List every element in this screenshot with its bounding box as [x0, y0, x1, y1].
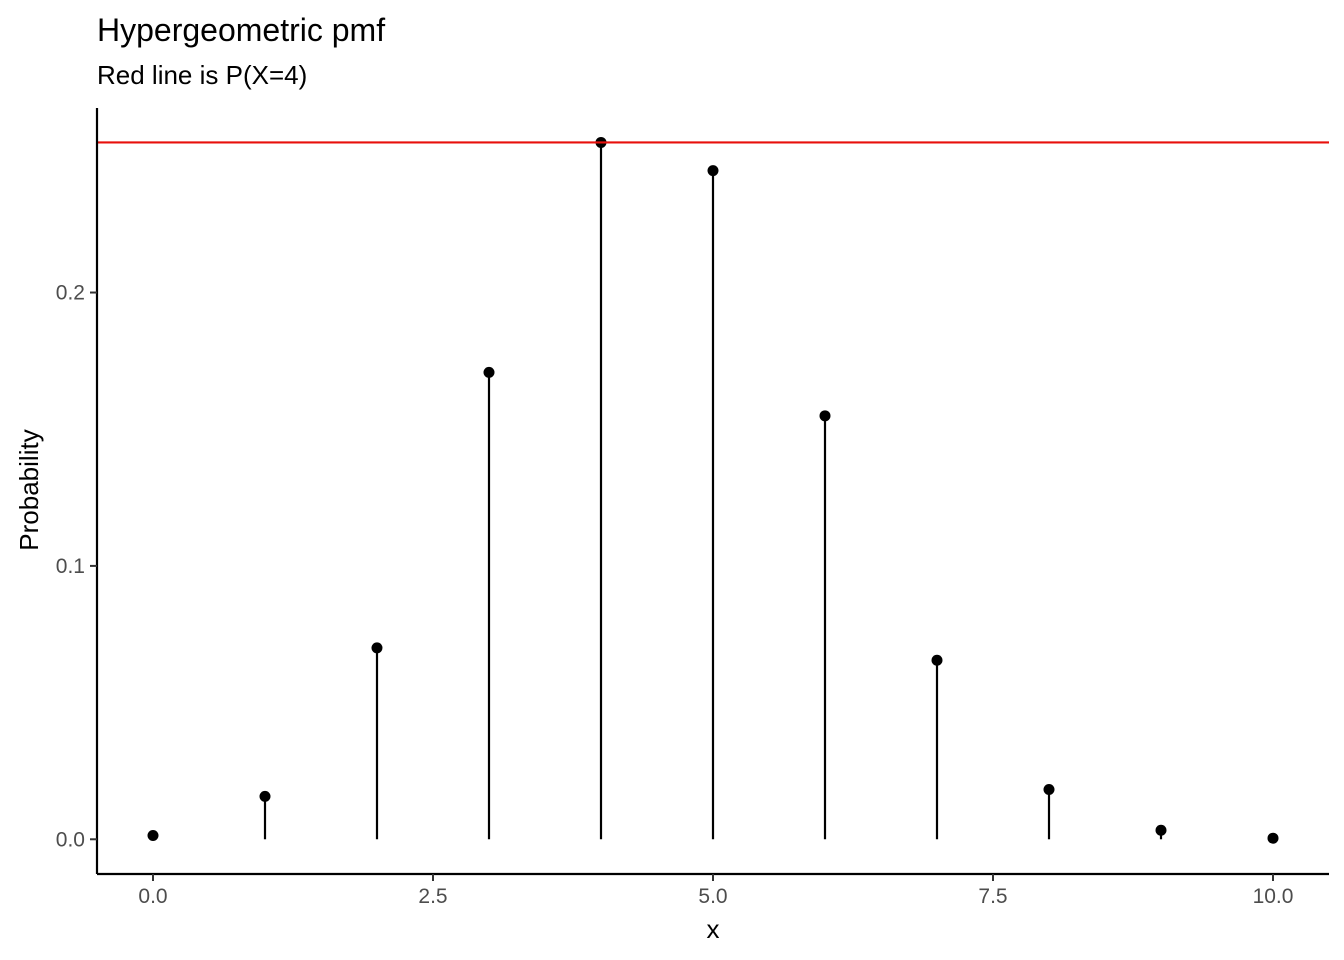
x-tick-label: 2.5: [418, 885, 447, 908]
point-x9: [1155, 824, 1167, 836]
y-axis-title: Probability: [14, 429, 44, 550]
chart-subtitle: Red line is P(X=4): [97, 60, 307, 90]
y-tick-label: 0.2: [56, 282, 85, 305]
point-x10: [1267, 832, 1279, 844]
y-tick-label: 0.1: [56, 555, 85, 578]
point-x0: [147, 829, 159, 841]
point-x8: [1043, 784, 1055, 796]
point-x7: [931, 654, 943, 666]
point-x3: [483, 366, 495, 378]
x-tick-label: 0.0: [138, 885, 167, 908]
x-tick-label: 7.5: [978, 885, 1007, 908]
point-x2: [371, 642, 383, 654]
x-tick-label: 10.0: [1253, 885, 1294, 908]
x-tick-label: 5.0: [698, 885, 727, 908]
marks-layer: [147, 136, 1279, 844]
chart-title: Hypergeometric pmf: [97, 12, 385, 48]
point-x1: [259, 790, 271, 802]
point-x5: [707, 165, 719, 177]
point-x6: [819, 410, 831, 422]
axes-layer: 0.0 2.5 5.0 7.5 10.0 0.0 0.1 0.2: [56, 108, 1329, 908]
x-axis-title: x: [707, 914, 720, 944]
y-tick-label: 0.0: [56, 828, 85, 851]
